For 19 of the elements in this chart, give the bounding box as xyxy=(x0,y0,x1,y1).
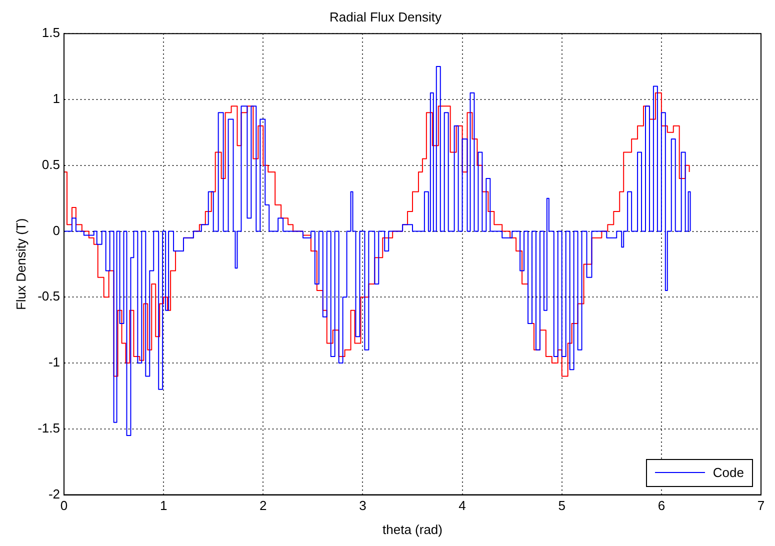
x-tick-label: 3 xyxy=(359,498,366,514)
y-axis-title: Flux Density (T) xyxy=(13,218,28,310)
x-tick-label: 7 xyxy=(757,498,765,514)
y-tick-label: 0 xyxy=(52,222,60,238)
y-tick-label: 1 xyxy=(52,91,60,106)
x-tick-label: 1 xyxy=(160,498,168,514)
legend-label: Code xyxy=(712,465,744,480)
y-tick-label: -1 xyxy=(48,354,60,370)
x-axis-title: theta (rad) xyxy=(382,522,442,537)
y-tick-label: -1.5 xyxy=(38,420,60,436)
y-tick-label: 1.5 xyxy=(42,25,60,40)
chart-title: Radial Flux Density xyxy=(330,9,442,24)
y-tick-label: -0.5 xyxy=(38,288,60,304)
x-tick-label: 4 xyxy=(458,498,466,514)
x-tick-label: 5 xyxy=(558,498,566,514)
x-tick-label: 6 xyxy=(658,498,666,514)
y-tick-label: -2 xyxy=(48,486,60,502)
y-tick-label: 0.5 xyxy=(42,156,60,172)
x-tick-label: 2 xyxy=(260,498,267,514)
